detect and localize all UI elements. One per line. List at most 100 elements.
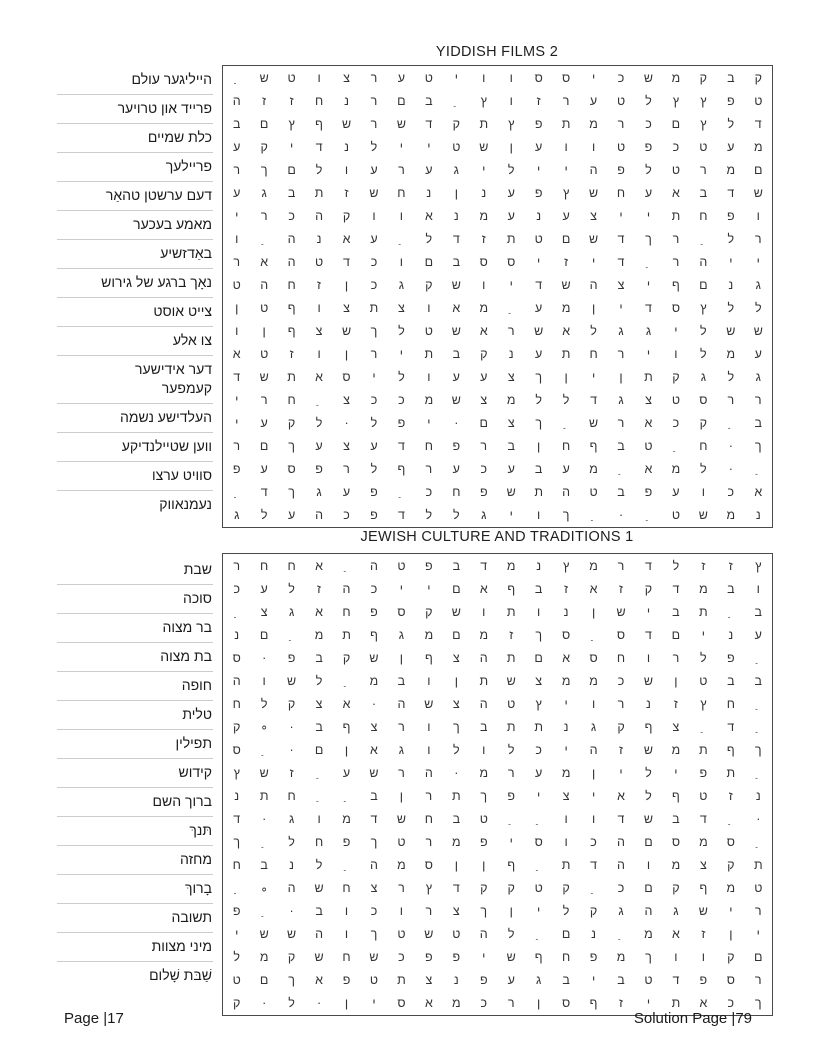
grid-cell: ל — [288, 996, 295, 1011]
grid-cell: ח — [562, 439, 571, 454]
grid-cell: ש — [259, 765, 269, 780]
grid-cell: ט — [369, 973, 379, 988]
word-list-item: שבת — [57, 556, 213, 585]
grid-cell: ל — [315, 673, 323, 688]
grid-cell: ס — [342, 370, 351, 385]
grid-cell: י — [619, 301, 623, 316]
grid-cell: ץ — [700, 93, 707, 108]
grid-cell: ת — [506, 650, 516, 665]
grid-cell: נ — [536, 208, 542, 223]
grid-cell: ג — [618, 393, 624, 408]
grid-cell: ה — [370, 858, 378, 873]
grid-cell: ק — [754, 70, 762, 85]
word-list-item: חופה — [57, 672, 213, 701]
grid-cell: ש — [341, 116, 352, 131]
grid-cell: ב — [727, 581, 735, 596]
grid-cell: ש — [259, 370, 269, 385]
grid-cell: ל — [700, 347, 707, 362]
grid-cell: ד — [480, 558, 488, 573]
grid-cell: ר — [260, 208, 268, 223]
grid-cell: ך — [754, 996, 762, 1011]
grid-cell: ה — [315, 208, 324, 223]
grid-cell: · — [289, 742, 294, 757]
grid-cell: כ — [480, 462, 488, 477]
grid-cell: ק — [507, 881, 515, 896]
grid-cell: ס — [287, 462, 296, 477]
grid-cell: ח — [314, 93, 324, 108]
grid-cell: ט — [452, 139, 461, 154]
grid-cell: ע — [535, 301, 543, 316]
grid-cell: ת — [644, 370, 653, 385]
grid-cell: ש — [451, 324, 461, 339]
grid-cell: ∘ — [260, 881, 269, 896]
grid-cell: ת — [369, 301, 379, 316]
grid-cell: ר — [507, 765, 515, 780]
grid-cell: ה — [287, 881, 296, 896]
grid-cell: ב — [315, 650, 323, 665]
grid-cell: צ — [507, 416, 515, 431]
grid-cell: כ — [480, 996, 488, 1011]
grid-cell: ם — [259, 439, 269, 454]
grid-cell: ל — [727, 370, 735, 385]
grid-cell: מ — [424, 393, 434, 408]
grid-cell: ש — [589, 231, 599, 246]
grid-cell: א — [342, 231, 351, 246]
grid-cell: · — [262, 650, 267, 665]
grid-cell: ן — [235, 301, 239, 316]
grid-cell: ם — [314, 742, 324, 757]
grid-cell: ם — [534, 650, 543, 665]
grid-cell: ת — [561, 858, 571, 873]
grid-cell: נ — [563, 719, 569, 734]
puzzle-2-word-list: שבת סוכה בר מצוה בת מצוה חופה טלית תפילין קידוש… — [57, 556, 213, 990]
grid-cell: ו — [399, 208, 404, 223]
grid-cell: ם — [644, 881, 653, 896]
grid-cell: ח — [397, 185, 406, 200]
grid-cell: ∘ — [260, 720, 269, 735]
grid-cell: ט — [424, 70, 433, 85]
word-list-item: כלת שמיים — [57, 124, 213, 153]
grid-cell: ק — [699, 416, 708, 431]
grid-cell: ם — [452, 581, 461, 596]
grid-cell: ז — [536, 93, 541, 108]
grid-cell: ם — [424, 254, 434, 269]
page-number: Page |17 — [64, 1010, 124, 1027]
grid-cell: ט — [424, 324, 433, 339]
grid-cell: ש — [396, 116, 406, 131]
grid-cell: ף — [672, 277, 680, 292]
grid-cell: ט — [699, 139, 708, 154]
grid-cell: ר — [617, 116, 625, 131]
grid-cell: כ — [398, 950, 405, 965]
grid-cell: נ — [755, 508, 761, 523]
grid-cell: כ — [370, 904, 378, 919]
grid-cell: ח — [616, 650, 626, 665]
grid-cell: ו — [344, 162, 349, 177]
grid-cell: ב — [727, 70, 735, 85]
grid-cell: נ — [426, 185, 432, 200]
grid-cell: א — [479, 581, 488, 596]
grid-cell: ת — [699, 742, 708, 757]
grid-cell: צ — [343, 301, 350, 316]
grid-cell: ע — [507, 973, 515, 988]
grid-cell: ו — [235, 231, 239, 246]
grid-cell: צ — [315, 324, 323, 339]
grid-cell: ב — [287, 185, 296, 200]
grid-cell: א — [424, 996, 433, 1011]
grid-cell: ץ — [535, 696, 542, 711]
grid-cell: ע — [535, 765, 543, 780]
grid-cell: כ — [617, 673, 625, 688]
grid-cell: ג — [700, 370, 707, 385]
grid-cell: ת — [753, 858, 763, 873]
grid-cell: ץ — [425, 881, 433, 896]
grid-cell: י — [701, 627, 705, 642]
word-list-item: בָרוךּ — [57, 875, 213, 904]
grid-cell: ש — [424, 696, 434, 711]
grid-cell: כ — [727, 996, 735, 1011]
grid-cell: ז — [344, 185, 349, 200]
grid-cell: צ — [260, 604, 268, 619]
grid-cell: ת — [424, 347, 434, 362]
grid-cell: מ — [506, 393, 516, 408]
grid-cell: ַ — [591, 627, 596, 642]
word-list-item: קידוש — [57, 759, 213, 788]
grid-cell: ַ — [234, 485, 239, 500]
